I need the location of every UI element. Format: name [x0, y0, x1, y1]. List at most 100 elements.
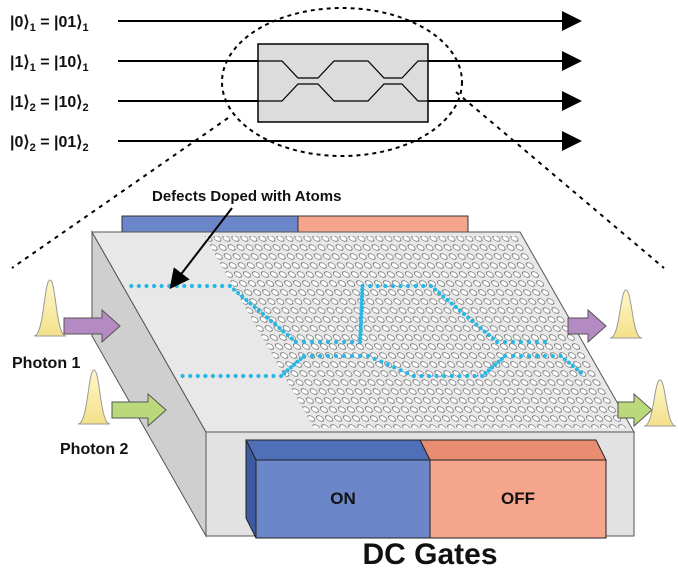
photon-1-input: Photon 1 — [12, 279, 121, 372]
photonic-crystal-device: ON OFF — [91, 215, 635, 539]
output-pulse-2 — [643, 379, 677, 427]
defect-dot — [499, 356, 504, 361]
defect-dot — [482, 329, 487, 334]
defect-dot — [282, 371, 287, 376]
defect-dot — [174, 283, 179, 289]
gate-box — [257, 43, 429, 123]
ket-label-row-1: |0⟩1 = |01⟩1 — [10, 14, 89, 34]
defect-dot — [449, 301, 454, 306]
ket-label-row-4: |0⟩2 = |01⟩2 — [10, 134, 89, 154]
defect-dot — [510, 353, 516, 359]
defect-dot — [385, 362, 390, 367]
defect-dot — [231, 287, 236, 292]
defect-dot — [256, 308, 261, 313]
defect-dot — [341, 353, 347, 359]
defect-dot — [129, 283, 134, 289]
defect-dot — [390, 283, 395, 289]
defect-dot — [325, 339, 331, 345]
output-pulse-1 — [609, 289, 643, 339]
photon-1-label: Photon 1 — [12, 355, 81, 372]
defect-dot — [292, 362, 297, 367]
defect-dot — [359, 315, 364, 320]
defect-dot — [496, 359, 501, 364]
photon-1-pulse — [33, 279, 67, 337]
defect-dot — [271, 373, 276, 379]
defect-dot — [360, 287, 365, 292]
defect-dot — [350, 339, 355, 345]
defect-dot — [309, 353, 314, 359]
defect-dot — [502, 339, 508, 345]
defect-dot — [550, 353, 555, 359]
ket-label-row-3: |1⟩2 = |10⟩2 — [10, 94, 89, 114]
defect-dot — [167, 283, 172, 289]
defect-dot — [411, 373, 416, 379]
defect-dot — [358, 318, 364, 324]
defect-dot — [152, 283, 157, 289]
defect-dot — [392, 365, 397, 370]
defect-dot — [227, 283, 232, 289]
defect-dot — [480, 373, 485, 379]
defect-dot — [574, 367, 580, 372]
defect-dot — [205, 283, 210, 289]
dc-gate-on[interactable]: ON — [245, 439, 431, 539]
defect-dot — [182, 283, 187, 289]
defect-dot — [398, 283, 403, 289]
defect-dot — [372, 356, 377, 361]
defect-dot — [285, 368, 290, 373]
defect-dot — [236, 290, 241, 296]
svg-text:|0⟩2 = |01⟩2: |0⟩2 = |01⟩2 — [10, 134, 89, 154]
defect-dot — [180, 373, 185, 379]
defect-dot — [159, 283, 164, 289]
defect-dot — [358, 325, 363, 331]
defect-dot — [218, 373, 223, 379]
defect-dot — [281, 329, 286, 334]
defect-dot — [489, 365, 495, 370]
photon-2-input: Photon 2 — [60, 369, 167, 458]
defect-dot — [419, 373, 424, 379]
defect-dot — [542, 339, 547, 345]
defect-dot — [295, 359, 300, 364]
defect-dot — [490, 336, 496, 341]
defect-dot — [203, 373, 208, 379]
coupler-lower — [258, 83, 428, 102]
defect-dot — [534, 339, 539, 345]
defect-dot — [325, 353, 331, 359]
defect-dot — [478, 325, 483, 331]
defect-dot — [317, 353, 323, 359]
defect-dot — [433, 287, 438, 292]
defect-dot — [317, 339, 323, 345]
dc-gate-off[interactable]: OFF — [419, 439, 607, 539]
defect-dot — [277, 325, 282, 331]
defect-dot — [383, 283, 388, 289]
defect-dot — [358, 322, 363, 327]
defect-dot — [359, 311, 364, 317]
defect-dot — [518, 353, 524, 359]
defect-dot — [442, 373, 447, 379]
defect-dot — [406, 283, 411, 289]
ket-label-row-2: |1⟩1 = |10⟩1 — [10, 54, 89, 74]
defect-dot — [526, 353, 532, 359]
photon-1-arrow — [63, 308, 121, 344]
defect-waveguides — [129, 283, 584, 379]
defect-dot — [457, 308, 462, 313]
defect-dot — [366, 353, 371, 359]
gate-off-label: OFF — [501, 489, 535, 508]
defect-dot — [472, 373, 477, 379]
defect-dot — [428, 283, 433, 289]
gate-on-label: ON — [330, 489, 356, 508]
defect-dot — [426, 373, 432, 379]
svg-text:|1⟩2 = |10⟩2: |1⟩2 = |10⟩2 — [10, 94, 89, 114]
defect-dot — [285, 332, 290, 338]
defect-dot — [264, 315, 270, 320]
defect-dot — [375, 283, 380, 289]
output-arrow-1 — [567, 308, 607, 344]
svg-text:|0⟩1 = |01⟩1: |0⟩1 = |01⟩1 — [10, 14, 89, 34]
defects-label: Defects Doped with Atoms — [152, 188, 341, 205]
defect-dot — [288, 365, 293, 370]
output-arrow-2 — [617, 392, 653, 428]
defect-dot — [248, 373, 253, 379]
defect-dot — [453, 304, 458, 310]
defect-dot — [136, 283, 141, 289]
defect-dot — [220, 283, 225, 289]
